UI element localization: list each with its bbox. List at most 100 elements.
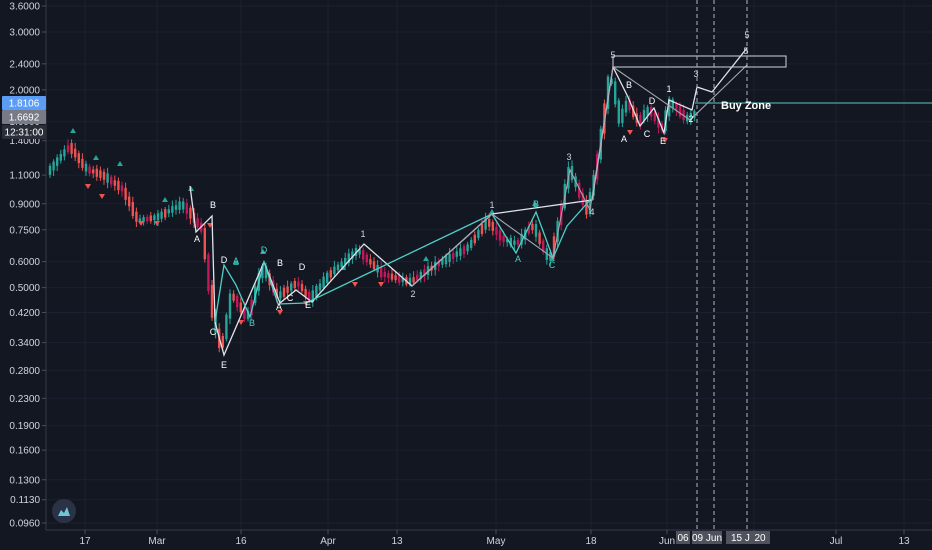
wave-teal-line <box>214 199 591 323</box>
candle-body <box>628 99 631 110</box>
date-badge-label: 20 <box>754 533 766 544</box>
price-badge <box>2 110 46 124</box>
candle-body <box>534 223 538 237</box>
date-badge-label: 15 Jun <box>731 533 761 544</box>
y-axis[interactable]: 3.60003.00002.40002.00001.60001.40001.10… <box>0 0 47 530</box>
y-tick-label: 3.0000 <box>9 28 40 39</box>
candle-body <box>473 234 476 244</box>
y-tick-label: 1.4000 <box>9 136 40 147</box>
grid-lines <box>46 0 932 530</box>
candle-body <box>243 307 246 319</box>
candle-body <box>290 283 293 291</box>
candle-body <box>401 277 404 282</box>
date-badge <box>692 531 722 544</box>
candle-body <box>131 202 134 217</box>
candle-body <box>581 192 584 206</box>
candle-body <box>160 211 163 219</box>
candle-body <box>282 287 286 297</box>
y-tick-label: 0.3400 <box>9 338 40 349</box>
wave-label: 5 <box>610 50 615 60</box>
up-arrow-icon <box>260 249 266 254</box>
wave-label: C <box>287 293 294 303</box>
y-tick-label: 0.4200 <box>9 308 40 319</box>
wave-label: C <box>549 260 556 270</box>
target-zone-box <box>612 55 787 68</box>
candle-body <box>653 112 656 121</box>
y-tick-label: 0.5000 <box>9 283 40 294</box>
y-tick-label: 0.1900 <box>9 421 40 432</box>
candle-body <box>689 112 692 123</box>
candle-body <box>221 335 224 348</box>
candle-body <box>110 176 113 185</box>
candle-body <box>322 276 325 289</box>
candle-body <box>308 292 311 302</box>
candle-body <box>318 283 322 291</box>
candle-body <box>506 239 509 243</box>
candle-body <box>657 117 660 128</box>
candle-body <box>113 180 116 186</box>
tradingview-logo-icon[interactable] <box>52 499 76 523</box>
candle-body <box>380 266 383 278</box>
candle-body <box>362 250 365 260</box>
candle-body <box>538 232 541 244</box>
x-axis[interactable]: 17Mar16Apr13May18Jun22Jul13 <box>46 529 932 547</box>
candle-body <box>48 165 52 175</box>
date-badge <box>676 531 690 544</box>
candle-body <box>329 270 332 278</box>
y-tick-label: 2.0000 <box>9 85 40 96</box>
wave-label: 3 <box>566 152 571 162</box>
wave-gray-line <box>411 64 748 287</box>
wave-label: A <box>194 234 200 244</box>
wave-label: 1 <box>360 229 365 239</box>
buy-zone-label: Buy Zone <box>721 100 771 112</box>
wave-label: 4 <box>589 207 594 217</box>
candle-body <box>210 285 214 318</box>
date-badge-label: 06 <box>677 533 689 544</box>
candle-body <box>491 221 494 231</box>
candle-body <box>484 218 487 230</box>
wave-label: B <box>210 200 216 210</box>
candle-body <box>527 226 530 234</box>
candle-body <box>246 310 250 320</box>
candle-body <box>261 265 264 279</box>
candle-body <box>423 269 426 277</box>
wave-label: C <box>210 327 217 337</box>
candle-body <box>462 246 466 255</box>
up-arrow-icon <box>70 128 76 133</box>
wave-label: 5 <box>744 30 749 40</box>
y-tick-label: 0.1600 <box>9 446 40 457</box>
y-tick-label: 1.1000 <box>9 171 40 182</box>
candle-body <box>509 237 512 246</box>
candle-body <box>678 105 682 117</box>
up-arrow-icon <box>162 197 168 202</box>
candle-body <box>495 227 498 235</box>
candle-body <box>470 239 473 248</box>
candle-body <box>398 274 401 283</box>
down-arrow-icon <box>277 310 283 315</box>
down-arrow-icon <box>154 221 160 226</box>
candle-body <box>182 201 185 210</box>
x-tick-label: 18 <box>585 536 597 547</box>
candle-body <box>588 192 592 214</box>
candle-body <box>167 209 170 214</box>
candle-body <box>304 288 307 297</box>
x-tick-label: 13 <box>391 536 403 547</box>
candle-body <box>293 280 296 288</box>
candle-body <box>606 76 610 109</box>
down-arrow-icon <box>85 184 91 189</box>
candle-body <box>56 157 59 166</box>
up-arrow-icon <box>188 186 194 191</box>
wave-label: B <box>249 318 255 328</box>
x-tick-label: 17 <box>79 536 91 547</box>
candle-body <box>203 228 206 260</box>
candle-body <box>408 277 412 285</box>
candle-body <box>365 254 368 263</box>
y-tick-label: 0.1130 <box>10 495 40 506</box>
candle-body <box>390 273 394 280</box>
candle-body <box>480 224 484 235</box>
candle-body <box>610 78 613 85</box>
candle-body <box>344 257 347 265</box>
candle-body <box>542 240 545 252</box>
candle-body <box>315 286 318 298</box>
